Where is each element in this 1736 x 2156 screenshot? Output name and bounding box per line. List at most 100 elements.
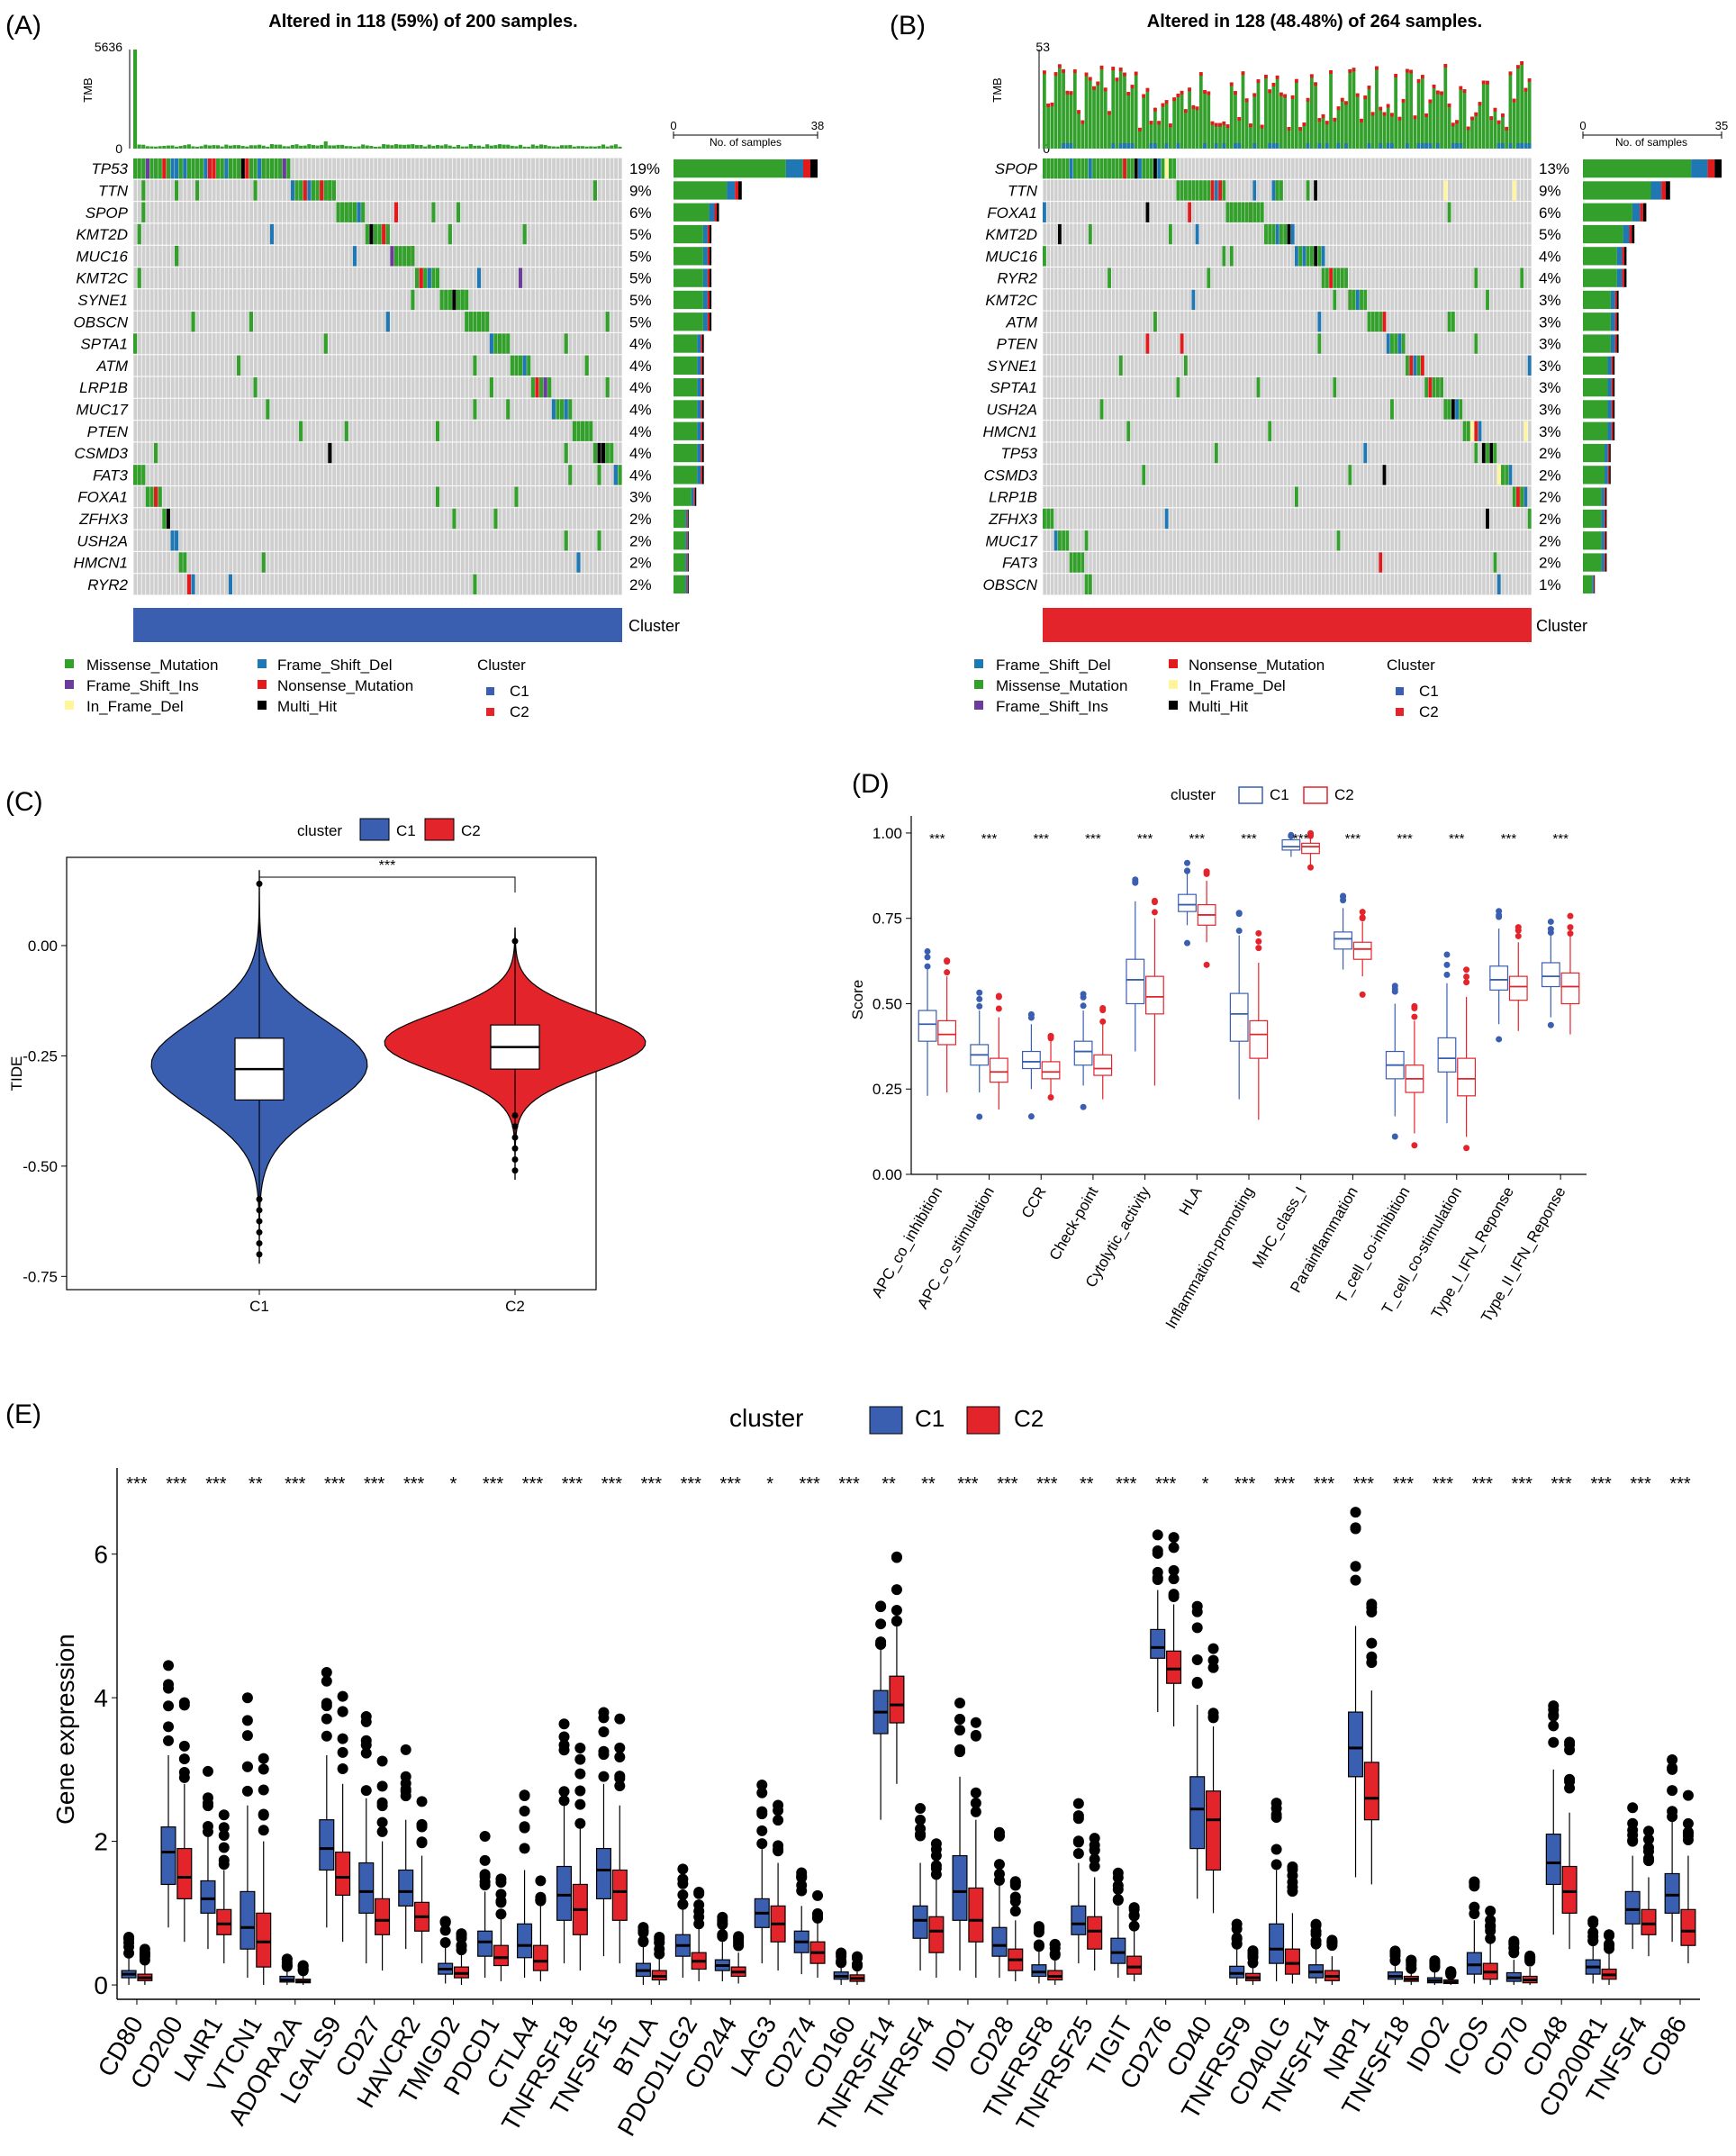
sample-count-bar xyxy=(710,247,712,266)
sample-count-bar xyxy=(1640,203,1643,222)
tmb-bar-fsdel xyxy=(1459,143,1463,149)
outlier-point xyxy=(1366,1607,1378,1618)
outlier-point xyxy=(1514,924,1522,931)
tmb-bar xyxy=(373,146,377,149)
sample-count-bar xyxy=(702,334,704,353)
mutation-cell xyxy=(245,159,249,179)
tmb-bar xyxy=(1287,127,1291,149)
tmb-bar xyxy=(158,146,162,149)
mutation-cell xyxy=(1072,159,1077,179)
tmb-bar xyxy=(336,144,340,149)
tmb-bar-nonsense xyxy=(1379,106,1383,111)
mutation-cell xyxy=(1222,246,1226,267)
mutation-cell xyxy=(584,421,589,441)
mutation-cell xyxy=(1375,312,1379,332)
mutation-cell xyxy=(1527,355,1532,376)
outlier-point xyxy=(202,1820,213,1832)
tmb-bar-fsdel xyxy=(1317,143,1322,149)
mutation-cell xyxy=(348,202,353,222)
sample-count-bar xyxy=(687,531,688,550)
mutation-cell xyxy=(216,159,221,179)
tmb-bar xyxy=(1168,123,1172,149)
outlier-point xyxy=(256,1228,263,1236)
outlier-point xyxy=(773,1805,784,1816)
tmb-bar xyxy=(1370,112,1375,149)
box-c1 xyxy=(1071,1905,1087,1935)
outlier-point xyxy=(241,1715,253,1726)
tmb-bar-fsdel xyxy=(1275,143,1279,149)
outlier-point xyxy=(1128,1909,1140,1921)
gene-name: RYR2 xyxy=(997,270,1037,287)
tmb-bar xyxy=(1198,72,1203,149)
outlier-point xyxy=(1445,1967,1457,1979)
outlier-point xyxy=(574,1785,586,1797)
mutation-cell xyxy=(1443,180,1448,201)
gene-percent: 2% xyxy=(1539,489,1561,506)
tmb-bar-nonsense xyxy=(1478,102,1482,106)
mutation-cell xyxy=(299,421,303,441)
outlier-point xyxy=(178,1753,190,1765)
mutation-cell xyxy=(576,421,581,441)
sample-count-bar xyxy=(687,575,688,593)
tmb-bar-nonsense xyxy=(1126,92,1131,96)
outlier-point xyxy=(1682,1789,1694,1801)
sample-count-bar xyxy=(1583,290,1611,310)
tmb-bar xyxy=(1283,94,1287,149)
mutation-cell xyxy=(175,246,179,267)
legend-e-swatch-c1 xyxy=(869,1406,903,1435)
tmb-bar-nonsense xyxy=(1520,61,1524,66)
mutation-cell xyxy=(162,508,167,530)
mutation-cell xyxy=(385,223,390,245)
tmb-bar xyxy=(439,145,444,149)
sample-count-bar xyxy=(693,487,695,506)
outlier-point xyxy=(976,989,983,996)
sample-count-bar xyxy=(702,268,708,287)
tmb-bar xyxy=(1493,107,1497,149)
mutation-cell xyxy=(195,180,200,201)
outlier-point xyxy=(178,1697,190,1708)
tmb-bar-nonsense xyxy=(1188,87,1191,92)
mutation-cell xyxy=(266,159,270,179)
mutation-cell xyxy=(1225,202,1230,222)
outlier-point xyxy=(1247,1957,1259,1969)
outlier-point xyxy=(1132,878,1139,885)
outlier-point xyxy=(1340,893,1347,901)
outlier-point xyxy=(256,1196,263,1203)
sample-count-bar xyxy=(717,203,719,222)
mutation-cell xyxy=(1360,289,1363,311)
sample-count-bar xyxy=(674,378,698,397)
outlier-point xyxy=(976,995,983,1002)
outlier-point xyxy=(1411,1013,1418,1020)
mutation-cell xyxy=(1306,180,1310,201)
tmb-bar-fsdel xyxy=(1428,143,1433,149)
mutation-cell xyxy=(203,159,208,179)
mutation-cell xyxy=(510,355,514,376)
outlier-point xyxy=(598,1726,610,1738)
mutation-cell xyxy=(592,442,597,464)
sample-count-bar xyxy=(1623,247,1627,266)
tmb-bar-fsdel xyxy=(1367,143,1371,149)
outlier-point xyxy=(1524,1953,1536,1965)
gene-name: MUC17 xyxy=(76,402,128,419)
sample-count-bar xyxy=(707,290,710,310)
mutation-cell xyxy=(518,355,523,376)
tmb-bar xyxy=(1256,79,1261,149)
outlier-point xyxy=(875,1600,887,1612)
tmb-bar xyxy=(435,144,440,149)
mutation-cell xyxy=(1317,333,1322,354)
outlier-point xyxy=(321,1700,332,1712)
tmb-bar xyxy=(1138,127,1142,149)
outlier-point xyxy=(202,1765,213,1777)
tmb-bar xyxy=(1172,97,1176,149)
mutation-cell xyxy=(489,333,493,354)
tmb-bar-nonsense xyxy=(1420,75,1424,79)
mutation-cell xyxy=(1198,180,1203,201)
mutation-cell xyxy=(1088,574,1092,594)
mutation-cell xyxy=(468,312,473,332)
outlier-point xyxy=(1496,911,1503,919)
mutation-cell xyxy=(369,223,374,245)
mutation-cell xyxy=(476,267,482,288)
sample-count-bar xyxy=(695,487,697,506)
sample-count-bar xyxy=(1601,553,1605,572)
mutation-cell xyxy=(1386,333,1390,354)
